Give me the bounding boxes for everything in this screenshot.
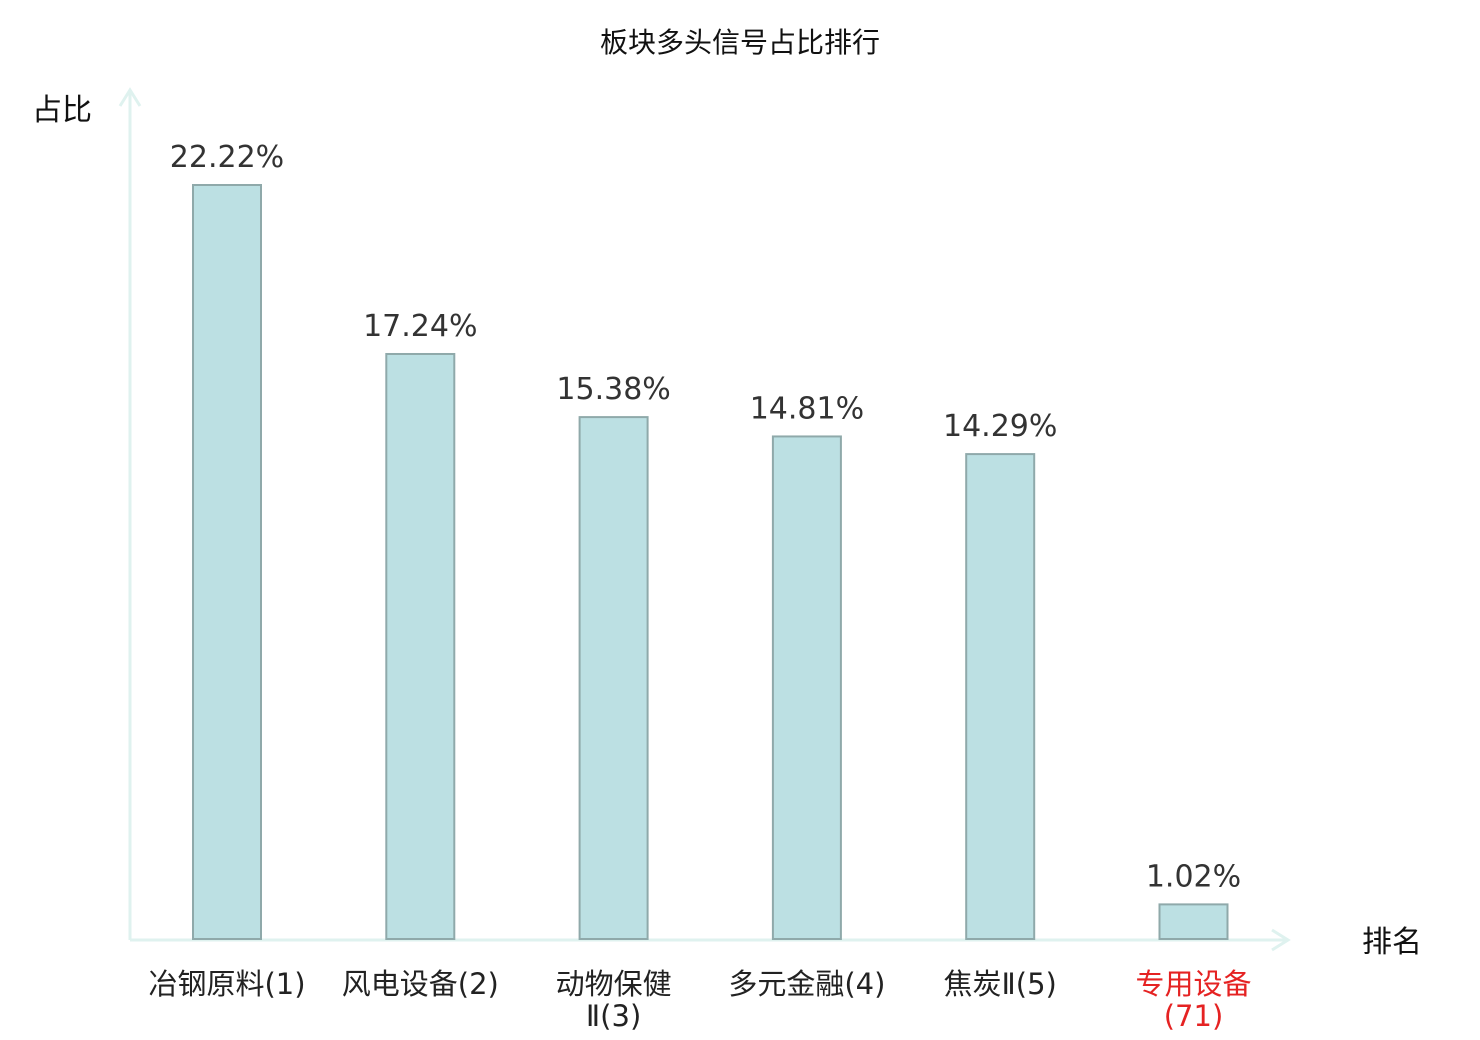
x-axis-arrow [1271, 928, 1291, 952]
bar [578, 416, 649, 940]
bar [385, 352, 456, 941]
bar [965, 453, 1036, 940]
value-label: 1.02% [1146, 859, 1241, 894]
value-labels-group: 22.22% 17.24% 15.38% 14.81% 14.29% 1.02% [170, 140, 1241, 894]
value-label: 22.22% [170, 140, 284, 175]
chart-title: 板块多头信号占比排行 [600, 26, 880, 59]
y-axis-arrow [118, 87, 142, 107]
bar [771, 435, 842, 940]
category-label: 专用设备(71) [1135, 967, 1251, 1033]
category-label: 动物保健 Ⅱ(3) [556, 967, 672, 1033]
value-label: 15.38% [556, 372, 670, 407]
value-label: 14.81% [750, 391, 864, 426]
bar [1158, 903, 1229, 940]
bar [192, 184, 262, 940]
category-label: 多元金融(4) [728, 967, 885, 1001]
category-label: 风电设备(2) [342, 967, 499, 1001]
y-axis-label: 占比 [32, 93, 92, 128]
category-label: 焦炭Ⅱ(5) [944, 967, 1057, 1001]
value-label: 17.24% [363, 309, 477, 344]
bars-group [192, 184, 1229, 941]
category-label: 冶钢原料(1) [148, 967, 305, 1001]
axes [118, 87, 1291, 952]
value-label: 14.29% [943, 409, 1057, 444]
x-axis-label: 排名 [1362, 925, 1422, 960]
category-labels-group: 冶钢原料(1) 风电设备(2) 动物保健 Ⅱ(3) 多元金融(4) 焦炭Ⅱ(5) 专用设备(… [148, 967, 1251, 1033]
